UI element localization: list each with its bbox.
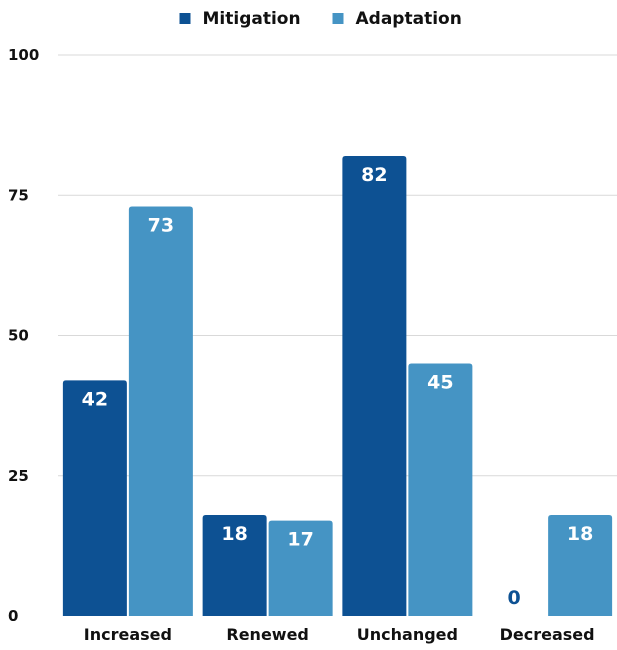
bar-adaptation-renewed (268, 520, 333, 616)
data-labels: 42 73 18 17 82 45 0 18 (82, 164, 594, 609)
data-label: 42 (82, 388, 108, 410)
y-tick-label: 75 (8, 186, 29, 204)
data-label: 0 (508, 587, 521, 609)
y-axis-ticks: 0 25 50 75 100 (8, 46, 39, 625)
bar-adaptation-unchanged (408, 363, 473, 616)
bars (62, 155, 613, 617)
y-tick-label: 50 (8, 327, 29, 345)
data-label: 18 (221, 523, 247, 545)
data-label: 73 (148, 214, 174, 236)
x-tick-label: Unchanged (357, 625, 458, 644)
bar-mitigation-renewed (202, 515, 267, 616)
y-tick-label: 100 (8, 46, 39, 64)
legend-swatch-mitigation (179, 13, 191, 24)
x-tick-label: Renewed (226, 625, 309, 644)
bar-adaptation-decreased (548, 515, 613, 616)
legend: Mitigation Adaptation (179, 9, 462, 29)
data-label: 45 (427, 372, 453, 394)
data-label: 17 (287, 529, 313, 551)
y-tick-label: 0 (8, 607, 18, 625)
x-tick-label: Decreased (500, 625, 595, 644)
bar-mitigation-increased (62, 380, 127, 616)
bar-mitigation-unchanged (342, 155, 407, 617)
data-label: 18 (567, 523, 593, 545)
legend-label-mitigation: Mitigation (203, 9, 301, 29)
bar-adaptation-increased (128, 206, 193, 616)
legend-label-adaptation: Adaptation (356, 9, 462, 29)
data-label: 82 (361, 164, 387, 186)
y-tick-label: 25 (8, 467, 29, 485)
legend-swatch-adaptation (332, 13, 344, 24)
x-tick-label: Increased (84, 625, 172, 644)
x-axis-ticks: Increased Renewed Unchanged Decreased (84, 625, 595, 644)
